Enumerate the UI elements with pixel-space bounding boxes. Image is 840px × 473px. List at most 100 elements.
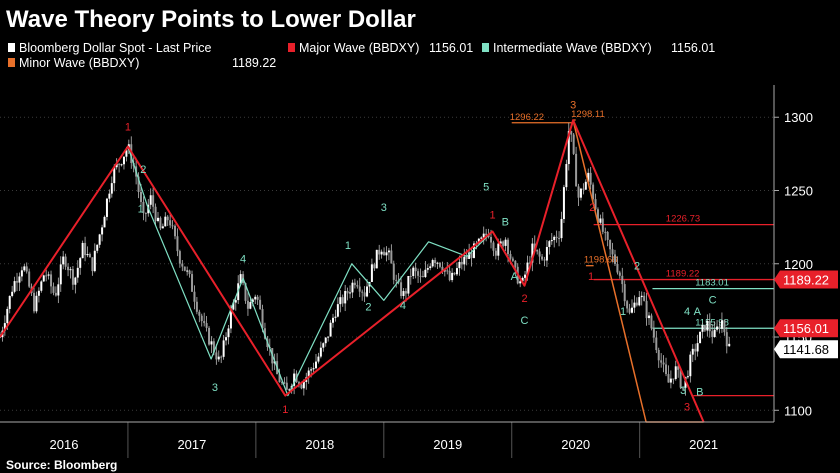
price-bar-body bbox=[96, 244, 99, 251]
price-bar-body bbox=[562, 187, 565, 220]
price-bar-body bbox=[200, 315, 203, 322]
legend-item-major: Major Wave (BBDXY) 1156.01 bbox=[288, 41, 473, 55]
price-tag-box bbox=[774, 319, 838, 338]
price-bar-body bbox=[349, 292, 352, 294]
price-bar-body bbox=[208, 327, 211, 345]
price-bar-body bbox=[300, 384, 303, 389]
price-bar-body bbox=[599, 218, 602, 223]
price-bar-body bbox=[674, 366, 677, 380]
price-bar-body bbox=[54, 292, 57, 296]
price-tags: 1189.22 1156.01 1141.68 bbox=[774, 270, 838, 359]
price-bar-body bbox=[400, 282, 403, 296]
price-bar-body bbox=[485, 233, 488, 236]
price-bar-body bbox=[601, 218, 604, 232]
price-bar-body bbox=[606, 232, 609, 240]
price-bar-body bbox=[261, 309, 264, 329]
price-bar-body bbox=[341, 297, 344, 304]
wave-label: B bbox=[502, 217, 509, 229]
price-bar-body bbox=[708, 321, 711, 332]
price-bar-body bbox=[137, 176, 140, 192]
price-bar-body bbox=[460, 261, 463, 265]
wave-label: 2 bbox=[589, 202, 595, 214]
price-bar-body bbox=[572, 134, 575, 154]
wave-label: 4 bbox=[240, 253, 246, 265]
price-bar-body bbox=[385, 252, 388, 256]
price-bar-body bbox=[174, 225, 177, 237]
legend-value-minor: 1189.22 bbox=[232, 56, 276, 70]
price-bar-body bbox=[611, 249, 614, 255]
price-bar-body bbox=[604, 231, 607, 233]
price-bar-body bbox=[504, 239, 507, 246]
price-tag-1141.68: 1141.68 bbox=[774, 340, 838, 359]
price-bar-body bbox=[443, 270, 446, 272]
price-bar-body bbox=[448, 270, 451, 281]
price-bar-body bbox=[307, 370, 310, 378]
price-bar-body bbox=[438, 262, 441, 267]
price-bar-body bbox=[93, 250, 96, 272]
price-bar-body bbox=[409, 275, 412, 277]
price-bar-body bbox=[79, 258, 82, 268]
wave-label: B bbox=[696, 387, 703, 399]
price-bar-body bbox=[390, 250, 393, 264]
price-bar-body bbox=[446, 270, 449, 272]
price-bar-body bbox=[178, 251, 181, 264]
price-bar-body bbox=[84, 242, 87, 256]
price-bar-body bbox=[613, 254, 616, 264]
price-bar-body bbox=[222, 340, 225, 357]
price-bar-body bbox=[477, 238, 480, 244]
price-bar-body bbox=[662, 362, 665, 365]
price-bar-body bbox=[640, 295, 643, 298]
price-bar-body bbox=[40, 281, 43, 291]
price-bar-body bbox=[71, 269, 74, 285]
price-bar-body bbox=[451, 272, 454, 281]
level-1155.98: 1155.98 bbox=[652, 317, 774, 329]
legend-label-minor: Minor Wave (BBDXY) bbox=[19, 56, 139, 70]
price-bar-body bbox=[458, 261, 461, 269]
price-bar-body bbox=[239, 274, 242, 284]
legend-value-major: 1156.01 bbox=[429, 41, 473, 55]
price-bar-body bbox=[344, 291, 347, 304]
price-bar-body bbox=[105, 198, 108, 217]
price-bar-body bbox=[468, 252, 471, 259]
price-bar-body bbox=[191, 274, 194, 292]
price-bar-body bbox=[13, 281, 16, 292]
price-bar-body bbox=[220, 356, 223, 358]
price-bar-body bbox=[227, 328, 230, 338]
level-1189.22: 1189.22 bbox=[593, 269, 774, 281]
price-bar-body bbox=[246, 300, 249, 309]
price-bar-body bbox=[426, 268, 429, 270]
price-bar-body bbox=[584, 181, 587, 190]
price-bar-body bbox=[23, 266, 26, 271]
price-bar-body bbox=[169, 220, 172, 226]
price-bar-body bbox=[618, 272, 621, 276]
price-bar-body bbox=[453, 272, 456, 275]
price-bar-body bbox=[412, 267, 415, 277]
wave-label: 1 bbox=[282, 404, 288, 416]
price-bar-body bbox=[120, 164, 123, 166]
x-axis: 2016 2017 2018 2019 2020 2021 bbox=[0, 421, 774, 452]
price-bar-body bbox=[64, 256, 67, 267]
price-bar-body bbox=[648, 315, 651, 319]
price-bar-body bbox=[441, 266, 444, 272]
price-bar-body bbox=[324, 337, 327, 344]
price-bar-body bbox=[635, 302, 638, 306]
price-bar-body bbox=[621, 275, 624, 285]
price-bar-body bbox=[689, 354, 692, 377]
price-bar-body bbox=[628, 308, 631, 313]
price-bar-body bbox=[164, 216, 167, 227]
price-bar-body bbox=[263, 328, 266, 339]
price-bar-body bbox=[195, 301, 198, 312]
y-tick-label-1200: 1200 bbox=[784, 257, 813, 272]
price-bar-body bbox=[589, 172, 592, 185]
price-bar-body bbox=[86, 254, 89, 256]
price-bar-body bbox=[713, 329, 716, 337]
price-bar-body bbox=[550, 240, 553, 242]
price-bar-body bbox=[59, 264, 62, 285]
price-bar-body bbox=[212, 341, 215, 353]
price-bar-body bbox=[660, 360, 663, 363]
wave-label: 5 bbox=[483, 181, 489, 193]
price-tag-1189.22: 1189.22 bbox=[774, 270, 838, 289]
price-bar-body bbox=[346, 291, 349, 294]
level-label: 1298.11 bbox=[571, 109, 605, 120]
